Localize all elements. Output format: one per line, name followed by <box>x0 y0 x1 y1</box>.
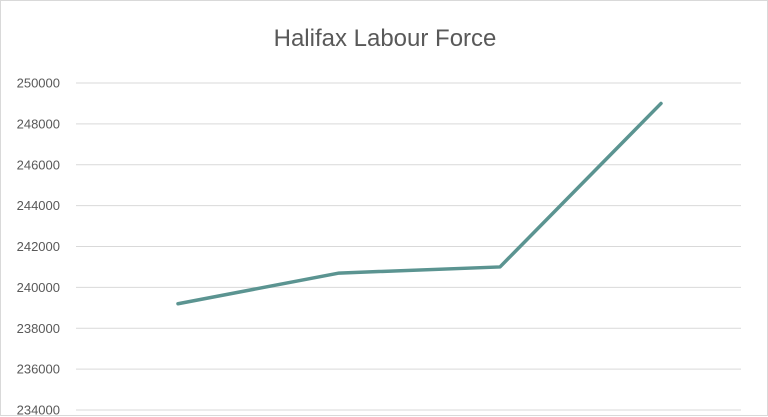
y-tick-label: 248000 <box>17 116 60 131</box>
y-tick-label: 250000 <box>17 76 60 91</box>
y-tick-label: 240000 <box>17 280 60 295</box>
y-tick-label: 236000 <box>17 362 60 377</box>
series-line <box>178 103 661 303</box>
y-tick-label: 234000 <box>17 403 60 417</box>
y-tick-label: 238000 <box>17 321 60 336</box>
y-tick-label: 246000 <box>17 157 60 172</box>
y-tick-label: 242000 <box>17 239 60 254</box>
y-tick-label: 244000 <box>17 198 60 213</box>
